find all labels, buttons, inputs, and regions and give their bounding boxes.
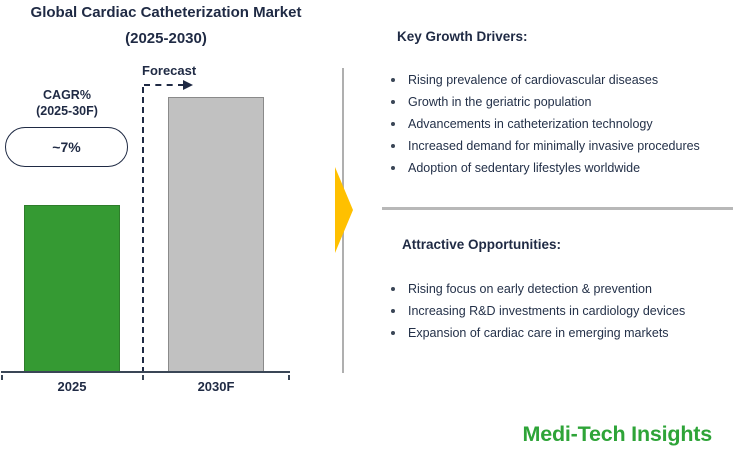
list-item: Rising focus on early detection & preven… — [382, 278, 722, 300]
cagr-heading-line2: (2025-30F) — [36, 104, 98, 118]
opportunity-text: Rising focus on early detection & preven… — [408, 282, 652, 296]
list-item: Rising prevalence of cardiovascular dise… — [382, 69, 722, 91]
bullet-icon — [391, 122, 395, 126]
bar-2030f — [168, 97, 264, 373]
x-axis-tick — [1, 375, 3, 380]
bullet-icon — [391, 78, 395, 82]
opportunities-heading: Attractive Opportunities: — [402, 237, 562, 252]
section-divider — [382, 207, 733, 210]
drivers-heading: Key Growth Drivers: — [397, 29, 528, 44]
chart-title-line2: (2025-2030) — [125, 30, 207, 47]
cagr-value: ~7% — [52, 139, 81, 155]
cagr-heading: CAGR% (2025-30F) — [0, 87, 134, 119]
list-item: Increased demand for minimally invasive … — [382, 135, 722, 157]
bullet-icon — [391, 166, 395, 170]
arrow-right-icon — [183, 80, 193, 90]
x-axis-label-2025: 2025 — [57, 379, 87, 394]
opportunities-list: Rising focus on early detection & preven… — [382, 278, 722, 344]
bar-2025 — [24, 205, 120, 373]
forecast-divider-dashed-line — [142, 87, 144, 373]
medi-tech-insights-logo: Medi-Tech Insights — [522, 422, 712, 446]
bullet-icon — [391, 144, 395, 148]
cagr-heading-line1: CAGR% — [43, 88, 91, 102]
x-axis-tick — [288, 375, 290, 380]
x-axis-label-2030f: 2030F — [197, 379, 235, 394]
opportunity-text: Expansion of cardiac care in emerging ma… — [408, 326, 669, 340]
driver-text: Advancements in catheterization technolo… — [408, 117, 653, 131]
driver-text: Growth in the geriatric population — [408, 95, 592, 109]
drivers-list: Rising prevalence of cardiovascular dise… — [382, 69, 722, 179]
driver-text: Increased demand for minimally invasive … — [408, 139, 700, 153]
list-item: Expansion of cardiac care in emerging ma… — [382, 322, 722, 344]
list-item: Advancements in catheterization technolo… — [382, 113, 722, 135]
list-item: Increasing R&D investments in cardiology… — [382, 300, 722, 322]
bullet-icon — [391, 287, 395, 291]
list-item: Growth in the geriatric population — [382, 91, 722, 113]
driver-text: Rising prevalence of cardiovascular dise… — [408, 73, 659, 87]
chart-title-line1: Global Cardiac Catheterization Market — [30, 4, 302, 21]
forecast-label: Forecast — [142, 63, 197, 78]
opportunity-text: Increasing R&D investments in cardiology… — [408, 304, 686, 318]
cagr-value-badge: ~7% — [5, 127, 128, 167]
forecast-dashed-arrow — [144, 84, 184, 86]
bullet-icon — [391, 309, 395, 313]
chart-title: Global Cardiac Catheterization Market (2… — [0, 0, 332, 52]
list-item: Adoption of sedentary lifestyles worldwi… — [382, 157, 722, 179]
x-axis — [1, 371, 290, 380]
bullet-icon — [391, 100, 395, 104]
yellow-arrow-right-icon — [335, 167, 353, 253]
driver-text: Adoption of sedentary lifestyles worldwi… — [408, 161, 641, 175]
x-axis-tick — [142, 375, 144, 380]
bullet-icon — [391, 331, 395, 335]
